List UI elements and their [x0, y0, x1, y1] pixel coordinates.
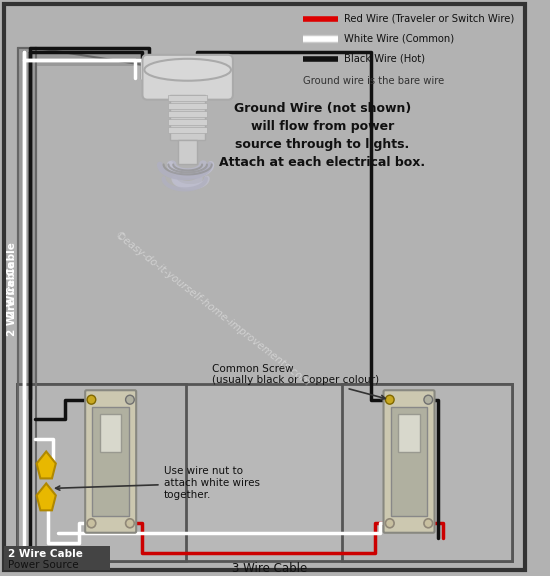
Bar: [398, 414, 420, 452]
Bar: [178, 139, 197, 165]
Bar: [92, 407, 129, 516]
Bar: [4, 546, 109, 570]
Bar: [17, 384, 512, 561]
Polygon shape: [36, 452, 56, 479]
FancyBboxPatch shape: [85, 390, 136, 533]
Text: 2 Wire Cable: 2 Wire Cable: [8, 549, 82, 559]
Text: ©easy-do-it-yourself-home-improvements.com: ©easy-do-it-yourself-home-improvements.c…: [112, 230, 311, 388]
Ellipse shape: [144, 59, 231, 81]
Text: Black Wire (Hot): Black Wire (Hot): [344, 54, 425, 64]
Circle shape: [386, 395, 394, 404]
Bar: [17, 384, 186, 561]
Polygon shape: [36, 483, 56, 510]
Bar: [168, 94, 207, 101]
Circle shape: [87, 519, 96, 528]
Circle shape: [125, 519, 134, 528]
Circle shape: [87, 395, 96, 404]
Text: Common Screw
(usually black or Copper colour): Common Screw (usually black or Copper co…: [212, 364, 386, 399]
Text: 3 Wire Cable: 3 Wire Cable: [232, 562, 307, 575]
Circle shape: [424, 519, 433, 528]
Circle shape: [424, 395, 433, 404]
Bar: [168, 103, 207, 109]
Bar: [18, 48, 149, 66]
Bar: [18, 48, 36, 556]
FancyBboxPatch shape: [383, 390, 434, 533]
Bar: [342, 384, 512, 561]
Text: 2 Wire Cable: 2 Wire Cable: [7, 262, 16, 336]
Circle shape: [386, 519, 394, 528]
Bar: [100, 414, 121, 452]
Text: 2 Wire Cable: 2 Wire Cable: [7, 242, 16, 317]
Text: Red Wire (Traveler or Switch Wire): Red Wire (Traveler or Switch Wire): [344, 14, 514, 24]
Text: Power Source: Power Source: [8, 560, 78, 570]
Circle shape: [125, 395, 134, 404]
Bar: [168, 127, 207, 132]
Bar: [168, 119, 207, 124]
FancyBboxPatch shape: [142, 55, 233, 100]
Text: Ground Wire (not shown)
will flow from power
source through to lights.
Attach at: Ground Wire (not shown) will flow from p…: [219, 102, 426, 169]
Bar: [390, 407, 427, 516]
Bar: [168, 111, 207, 116]
Text: White Wire (Common): White Wire (Common): [344, 34, 454, 44]
Bar: [170, 94, 205, 139]
Text: Ground wire is the bare wire: Ground wire is the bare wire: [303, 76, 444, 86]
Text: Use wire nut to
attach white wires
together.: Use wire nut to attach white wires toget…: [56, 467, 260, 499]
